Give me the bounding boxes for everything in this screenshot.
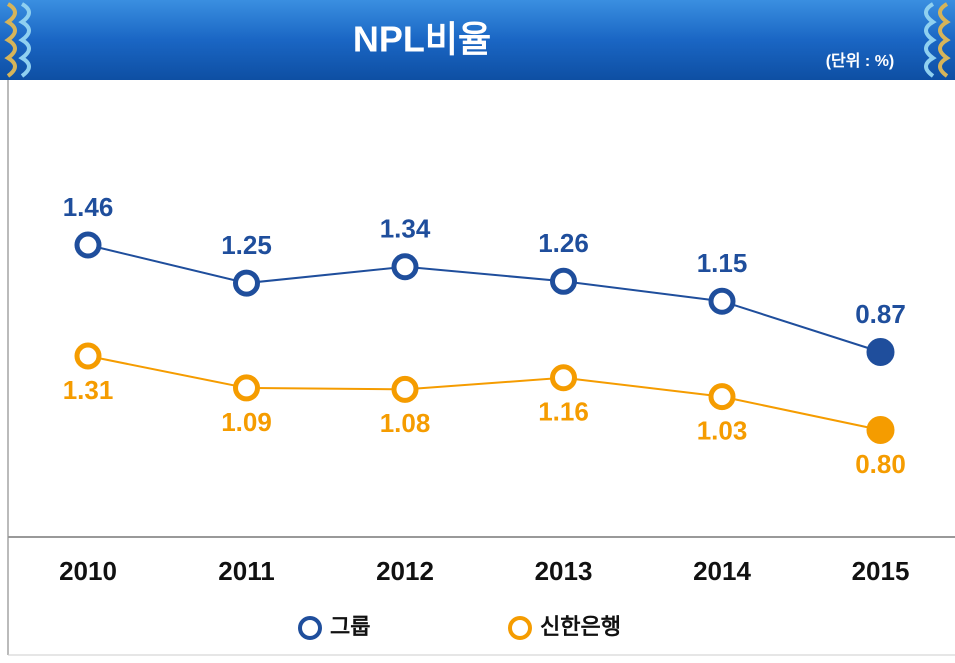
- series-line: [88, 245, 881, 352]
- chart: NPL비율 (단위 : %) 2010 2011 2012 2013 2014 2015 1…: [0, 0, 955, 663]
- value-label: 1.15: [697, 248, 748, 278]
- data-point: [394, 256, 416, 278]
- value-label: 1.46: [63, 192, 114, 222]
- value-label: 1.16: [538, 397, 589, 427]
- series-line: [88, 356, 881, 430]
- data-point: [711, 290, 733, 312]
- x-tick-label: 2012: [376, 556, 434, 586]
- x-tick-label: 2015: [852, 556, 910, 586]
- value-label: 0.87: [855, 299, 906, 329]
- data-point: [553, 367, 575, 389]
- chart-title: NPL비율: [353, 19, 491, 60]
- value-label: 1.09: [221, 407, 272, 437]
- data-point: [868, 339, 894, 365]
- data-point: [394, 378, 416, 400]
- value-label: 1.31: [63, 375, 114, 405]
- data-point: [236, 377, 258, 399]
- x-tick-label: 2010: [59, 556, 117, 586]
- x-tick-label: 2013: [535, 556, 593, 586]
- value-label: 1.08: [380, 408, 431, 438]
- value-label: 1.03: [697, 416, 748, 446]
- x-tick-label: 2011: [218, 556, 274, 586]
- legend-label: 그룹: [330, 614, 370, 639]
- value-label: 1.25: [221, 230, 272, 260]
- data-point: [711, 386, 733, 408]
- data-point: [77, 234, 99, 256]
- value-label: 1.34: [380, 214, 431, 244]
- legend-label: 신한은행: [540, 614, 621, 639]
- value-label: 0.80: [855, 449, 906, 479]
- x-tick-label: 2014: [693, 556, 751, 586]
- value-label: 1.26: [538, 228, 589, 258]
- legend-marker: [300, 618, 320, 638]
- data-point: [77, 345, 99, 367]
- data-point: [868, 417, 894, 443]
- data-point: [236, 272, 258, 294]
- legend-marker: [510, 618, 530, 638]
- data-point: [553, 270, 575, 292]
- chart-subtitle: (단위 : %): [826, 52, 895, 70]
